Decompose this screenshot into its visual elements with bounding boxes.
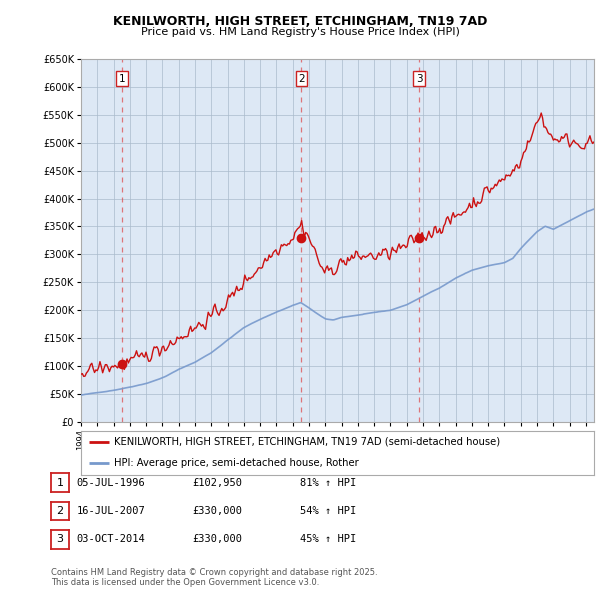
Text: 05-JUL-1996: 05-JUL-1996 <box>77 478 146 487</box>
Text: 16-JUL-2007: 16-JUL-2007 <box>77 506 146 516</box>
Text: 3: 3 <box>416 74 422 84</box>
Text: Contains HM Land Registry data © Crown copyright and database right 2025.
This d: Contains HM Land Registry data © Crown c… <box>51 568 377 587</box>
Text: £330,000: £330,000 <box>192 506 242 516</box>
Text: 1: 1 <box>56 478 64 487</box>
Text: 03-OCT-2014: 03-OCT-2014 <box>77 535 146 544</box>
Text: 1: 1 <box>119 74 125 84</box>
Text: £102,950: £102,950 <box>192 478 242 487</box>
Text: 2: 2 <box>298 74 305 84</box>
Text: £330,000: £330,000 <box>192 535 242 544</box>
Text: KENILWORTH, HIGH STREET, ETCHINGHAM, TN19 7AD: KENILWORTH, HIGH STREET, ETCHINGHAM, TN1… <box>113 15 487 28</box>
Text: HPI: Average price, semi-detached house, Rother: HPI: Average price, semi-detached house,… <box>115 458 359 467</box>
Text: 81% ↑ HPI: 81% ↑ HPI <box>300 478 356 487</box>
Text: KENILWORTH, HIGH STREET, ETCHINGHAM, TN19 7AD (semi-detached house): KENILWORTH, HIGH STREET, ETCHINGHAM, TN1… <box>115 437 500 447</box>
Text: 2: 2 <box>56 506 64 516</box>
Text: 3: 3 <box>56 535 64 544</box>
Text: 54% ↑ HPI: 54% ↑ HPI <box>300 506 356 516</box>
Text: Price paid vs. HM Land Registry's House Price Index (HPI): Price paid vs. HM Land Registry's House … <box>140 27 460 37</box>
Text: 45% ↑ HPI: 45% ↑ HPI <box>300 535 356 544</box>
